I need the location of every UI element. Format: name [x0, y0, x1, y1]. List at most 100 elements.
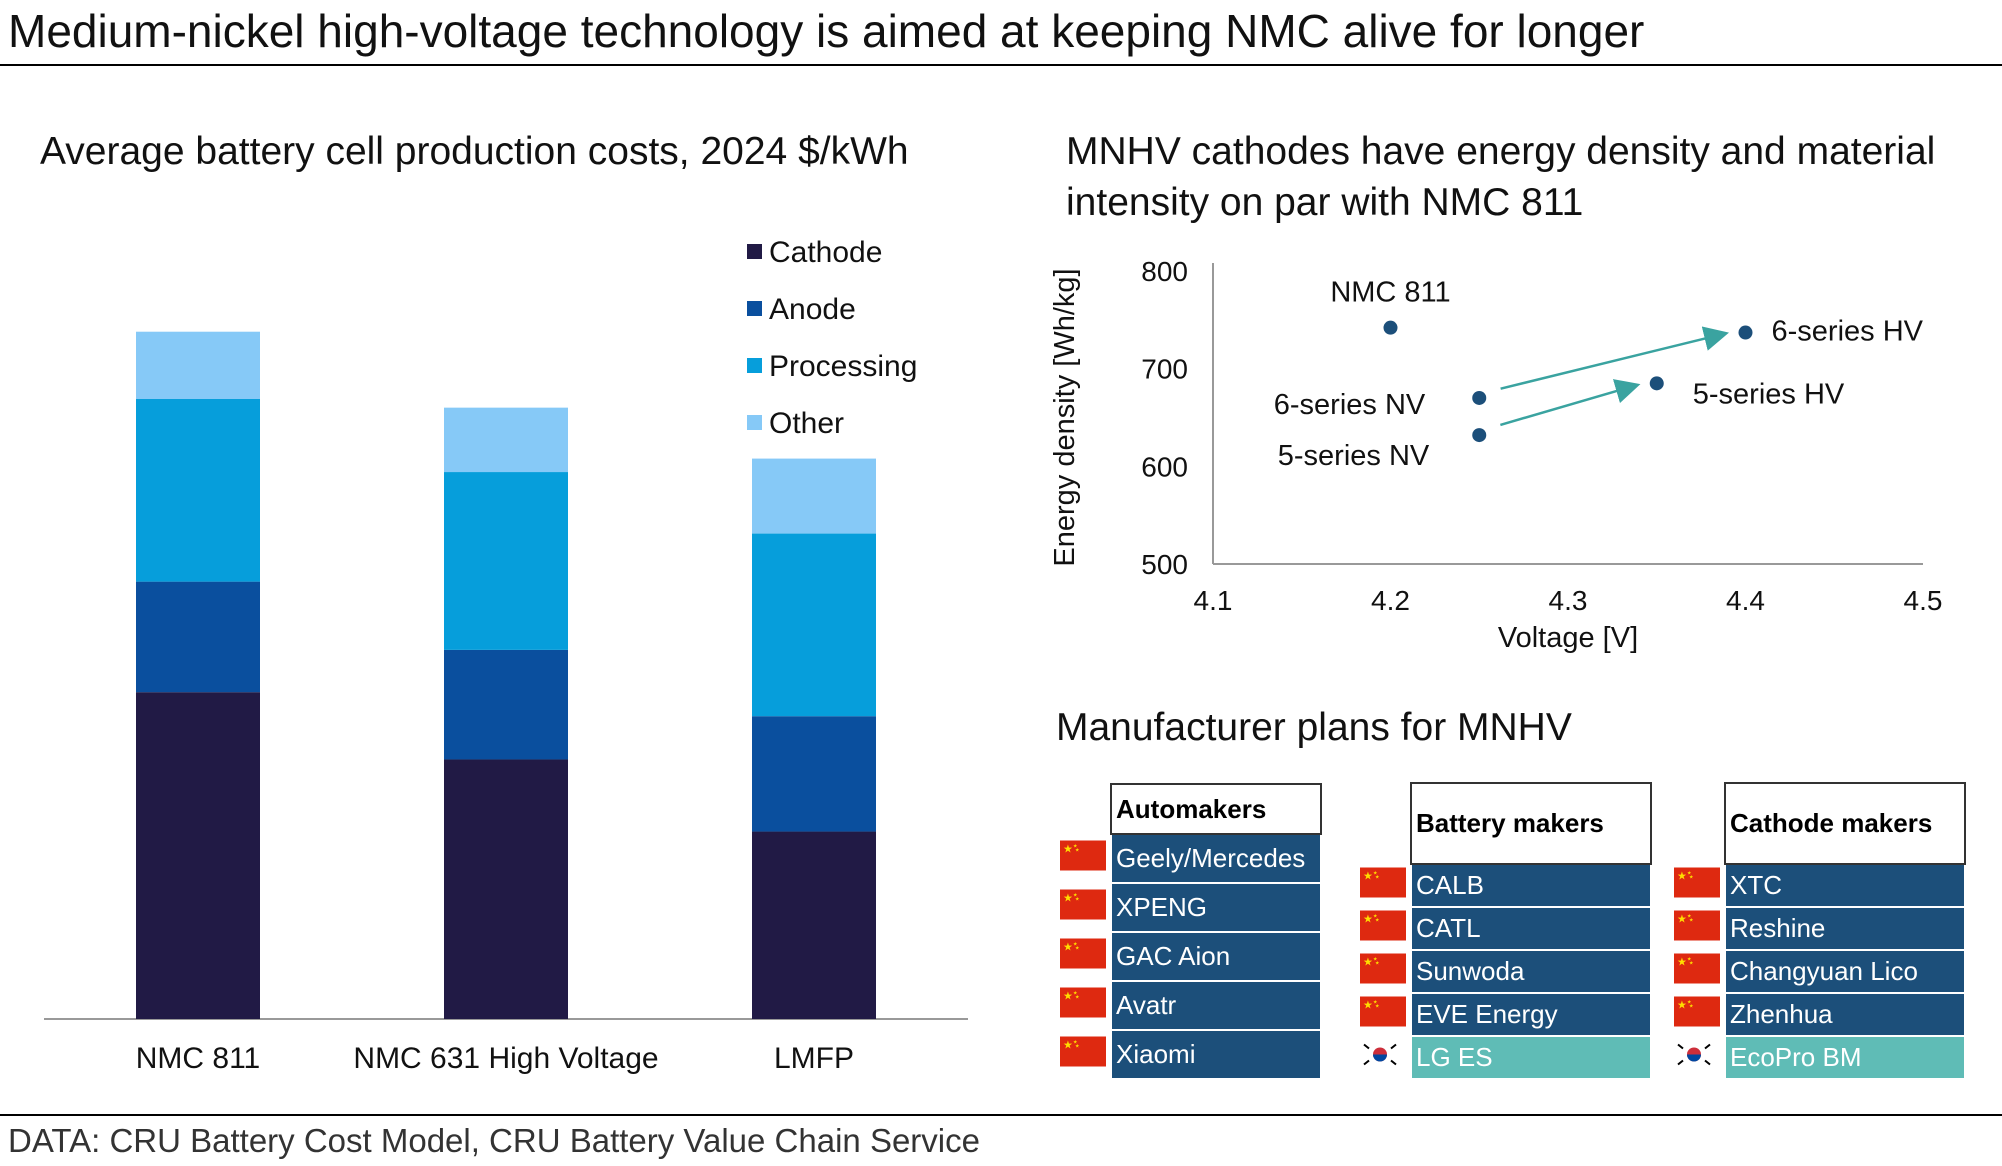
china-flag-icon: ★ ★ ★ [1060, 987, 1106, 1024]
bar-cathode-1 [444, 759, 568, 1019]
maker-table-row: EcoPro BM [1674, 1035, 1966, 1080]
maker-table-row: LG ES [1360, 1035, 1652, 1080]
x-tick-label: 4.3 [1549, 585, 1588, 616]
svg-text:★: ★ [1075, 1043, 1080, 1049]
legend-label-cathode: Cathode [769, 236, 882, 269]
svg-text:★: ★ [1363, 870, 1373, 882]
svg-text:★: ★ [1689, 874, 1694, 880]
bar-category-label: LMFP [774, 1042, 854, 1075]
legend-label-other: Other [769, 407, 844, 440]
svg-text:★: ★ [1677, 999, 1687, 1011]
svg-text:★: ★ [1689, 1003, 1694, 1009]
legend-swatch-processing [747, 358, 762, 373]
china-flag-icon: ★ ★ ★ [1060, 938, 1106, 975]
china-flag-icon: ★ ★ ★ [1674, 953, 1720, 990]
bar-cathode-0 [136, 692, 260, 1019]
bar-cathode-2 [752, 831, 876, 1019]
y-tick-label: 600 [1141, 451, 1188, 482]
svg-text:★: ★ [1073, 892, 1078, 898]
x-axis-label: Voltage [V] [1498, 622, 1638, 654]
svg-text:★: ★ [1063, 941, 1073, 953]
maker-name: EcoPro BM [1730, 1042, 1862, 1072]
svg-text:★: ★ [1063, 1039, 1073, 1051]
scatter-point-label: 5-series HV [1693, 378, 1845, 410]
svg-text:★: ★ [1373, 999, 1378, 1005]
svg-text:★: ★ [1373, 870, 1378, 876]
scatter-chart: 500 600 700 800 4.1 4.2 4.3 4.4 4.5 Voltage [V] En… [1049, 256, 1943, 654]
source-rule [0, 1114, 2002, 1116]
scatter-point-label: 5-series NV [1278, 440, 1430, 472]
stacked-bar-chart: NMC 811 NMC 631 High Voltage LMFP Cathode An… [44, 236, 968, 1075]
y-tick-label: 700 [1141, 354, 1188, 385]
china-flag-icon: ★ ★ ★ [1674, 996, 1720, 1033]
legend-label-anode: Anode [769, 293, 856, 326]
x-tick-label: 4.2 [1371, 585, 1410, 616]
plans-title: Manufacturer plans for MNHV [1056, 706, 1572, 749]
svg-text:★: ★ [1375, 1003, 1380, 1009]
maker-table-row: ★ ★ ★ Sunwoda [1360, 949, 1652, 994]
scatter-point-label: 6-series NV [1274, 389, 1426, 421]
svg-text:★: ★ [1073, 1039, 1078, 1045]
maker-table-row: ★ ★ ★ Xiaomi [1060, 1029, 1322, 1080]
maker-table-row: ★ ★ ★ CATL [1360, 906, 1652, 951]
maker-table-row: ★ ★ ★ EVE Energy [1360, 992, 1652, 1037]
svg-text:★: ★ [1689, 960, 1694, 966]
y-axis-label: Energy density [Wh/kg] [1049, 268, 1081, 566]
shift-arrow-1 [1500, 379, 1641, 427]
scatter-point [1649, 376, 1664, 391]
china-flag-icon: ★ ★ ★ [1060, 1036, 1106, 1073]
maker-name: Zhenhua [1730, 999, 1833, 1029]
scatter-chart-title: MNHV cathodes have energy density and ma… [1066, 130, 1936, 224]
svg-text:★: ★ [1075, 896, 1080, 902]
maker-table-row: ★ ★ ★ XPENG [1060, 882, 1322, 933]
scatter-point-label: 6-series HV [1772, 316, 1924, 348]
maker-name: XTC [1730, 870, 1782, 900]
bar-anode-0 [136, 581, 260, 693]
maker-table-row: ★ ★ ★ XTC [1674, 863, 1966, 908]
scatter-point [1738, 325, 1753, 340]
legend-label-processing: Processing [769, 350, 917, 383]
china-flag-icon: ★ ★ ★ [1674, 867, 1720, 904]
maker-table-row: ★ ★ ★ Avatr [1060, 980, 1322, 1031]
svg-text:★: ★ [1373, 913, 1378, 919]
scatter-point [1472, 428, 1487, 443]
title-rule [0, 64, 2002, 66]
svg-text:★: ★ [1363, 913, 1373, 925]
china-flag-icon: ★ ★ ★ [1060, 840, 1106, 877]
scatter-point [1383, 320, 1398, 335]
svg-text:★: ★ [1375, 874, 1380, 880]
y-tick-label: 800 [1141, 256, 1188, 287]
korea-flag-icon [1674, 1039, 1714, 1076]
svg-text:★: ★ [1063, 892, 1073, 904]
maker-name: EVE Energy [1416, 999, 1558, 1029]
svg-text:★: ★ [1063, 843, 1073, 855]
maker-table-row: ★ ★ ★ Zhenhua [1674, 992, 1966, 1037]
korea-flag-icon [1360, 1039, 1400, 1076]
maker-table-header: Automakers [1110, 783, 1322, 835]
legend-swatch-anode [747, 301, 762, 316]
maker-name: XPENG [1116, 892, 1208, 922]
maker-name: GAC Aion [1116, 941, 1231, 971]
china-flag-icon: ★ ★ ★ [1360, 910, 1406, 947]
svg-text:★: ★ [1073, 843, 1078, 849]
x-tick-label: 4.4 [1726, 585, 1765, 616]
x-tick-label: 4.5 [1904, 585, 1943, 616]
svg-text:★: ★ [1075, 847, 1080, 853]
maker-table-row: ★ ★ ★ GAC Aion [1060, 931, 1322, 982]
china-flag-icon: ★ ★ ★ [1060, 889, 1106, 926]
svg-text:★: ★ [1677, 913, 1687, 925]
source-note: DATA: CRU Battery Cost Model, CRU Batter… [8, 1122, 980, 1159]
maker-table-row: ★ ★ ★ Changyuan Lico [1674, 949, 1966, 994]
scatter-point-label: NMC 811 [1330, 277, 1450, 309]
bar-other-1 [444, 407, 568, 473]
bar-processing-1 [444, 472, 568, 650]
maker-name: Changyuan Lico [1730, 956, 1918, 986]
bar-anode-2 [752, 716, 876, 832]
legend-swatch-other [747, 415, 762, 430]
svg-text:★: ★ [1075, 945, 1080, 951]
bar-processing-2 [752, 533, 876, 717]
maker-table-header: Cathode makers [1724, 782, 1966, 865]
bar-category-label: NMC 631 High Voltage [353, 1042, 658, 1075]
svg-text:★: ★ [1363, 999, 1373, 1011]
svg-text:★: ★ [1073, 990, 1078, 996]
